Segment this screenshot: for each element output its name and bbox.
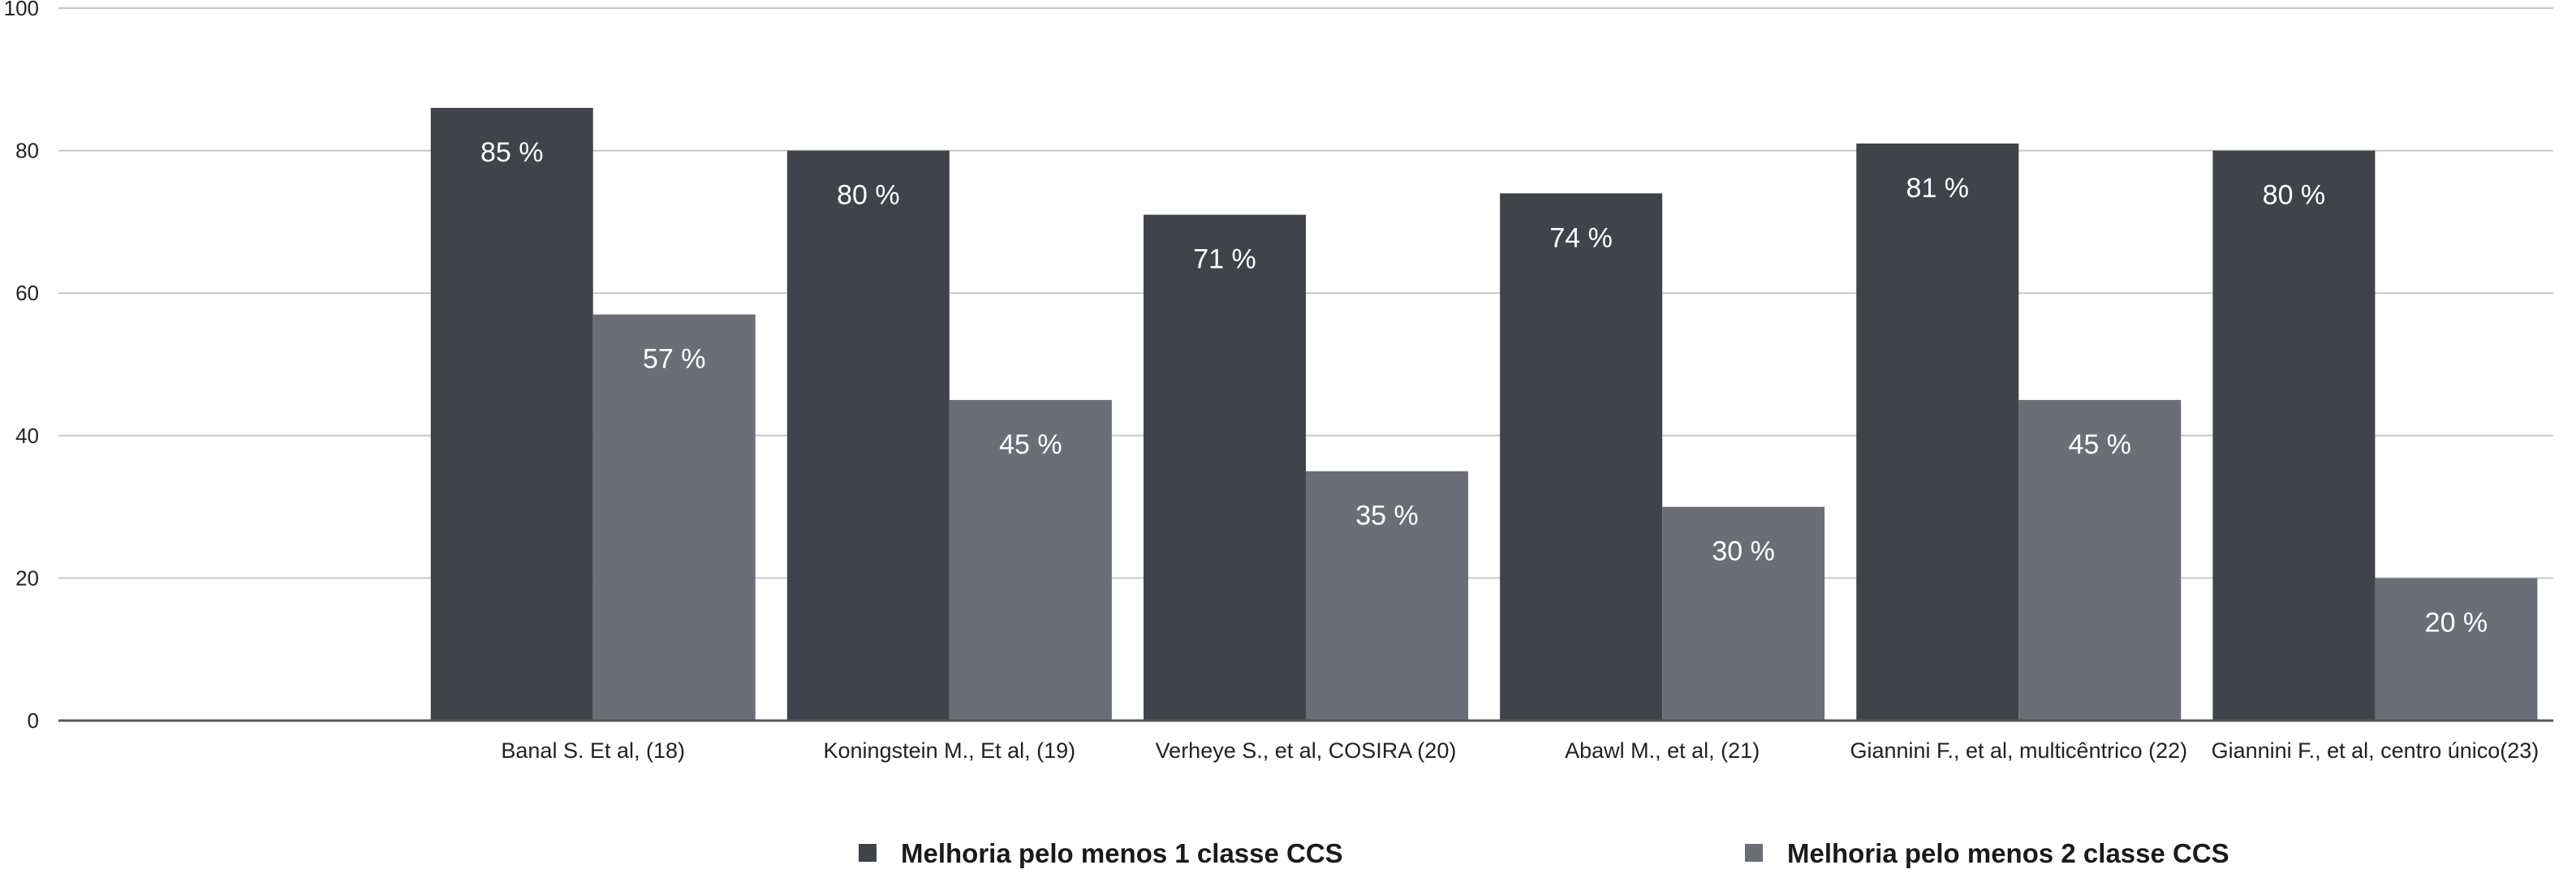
x-tick-label: Verheye S., et al, COSIRA (20) (1156, 738, 1457, 763)
bar (949, 399, 1112, 721)
bar (430, 107, 593, 721)
bar (786, 150, 950, 721)
data-label: 80 % (837, 180, 900, 211)
data-label: 85 % (480, 137, 544, 168)
data-label: 35 % (1355, 501, 1419, 532)
bar (2212, 150, 2376, 721)
legend: Melhoria pelo menos 1 classe CCS Melhoria… (859, 838, 2229, 868)
data-label: 30 % (1712, 536, 1775, 567)
legend-label: Melhoria pelo menos 2 classe CCS (1787, 838, 2229, 868)
data-label: 45 % (999, 429, 1062, 460)
data-label: 57 % (643, 344, 706, 375)
x-tick-label: Abawl M., et al, (21) (1565, 738, 1760, 763)
y-tick-label: 60 (15, 281, 39, 305)
data-label: 80 % (2263, 180, 2326, 211)
data-label: 74 % (1549, 222, 1613, 253)
bar (1662, 506, 1825, 721)
data-label: 71 % (1193, 244, 1256, 275)
data-label: 45 % (2069, 429, 2132, 460)
bar (1856, 143, 2019, 721)
legend-label: Melhoria pelo menos 1 classe CCS (901, 838, 1343, 868)
bar (1500, 193, 1663, 721)
x-tick-label: Koningstein M., Et al, (19) (824, 738, 1076, 763)
x-axis-labels: Banal S. Et al, (18) Koningstein M., Et a… (501, 738, 2539, 763)
legend-swatch (859, 844, 877, 862)
y-tick-label: 20 (15, 566, 39, 590)
y-tick-label: 0 (28, 708, 39, 733)
y-tick-label: 100 (4, 0, 39, 20)
y-tick-label: 80 (15, 139, 39, 163)
y-tick-label: 40 (15, 424, 39, 448)
bar (1144, 214, 1306, 721)
y-axis-ticks: 0 20 40 60 80 100 (4, 0, 39, 733)
x-tick-label: Giannini F., et al, centro único(23) (2212, 738, 2539, 763)
bar (1306, 471, 1468, 721)
bar (592, 314, 756, 721)
bar (2375, 578, 2538, 721)
bar (2018, 399, 2182, 721)
legend-swatch (1745, 844, 1763, 862)
data-label: 81 % (1906, 173, 1970, 204)
x-tick-label: Giannini F., et al, multicêntrico (22) (1850, 738, 2187, 763)
x-tick-label: Banal S. Et al, (18) (501, 738, 685, 763)
bars: 85 % 57 % 80 % 45 % 71 % 35 % 74 % 30 % 81 % 45 %… (430, 107, 2538, 721)
data-label: 20 % (2425, 607, 2488, 638)
